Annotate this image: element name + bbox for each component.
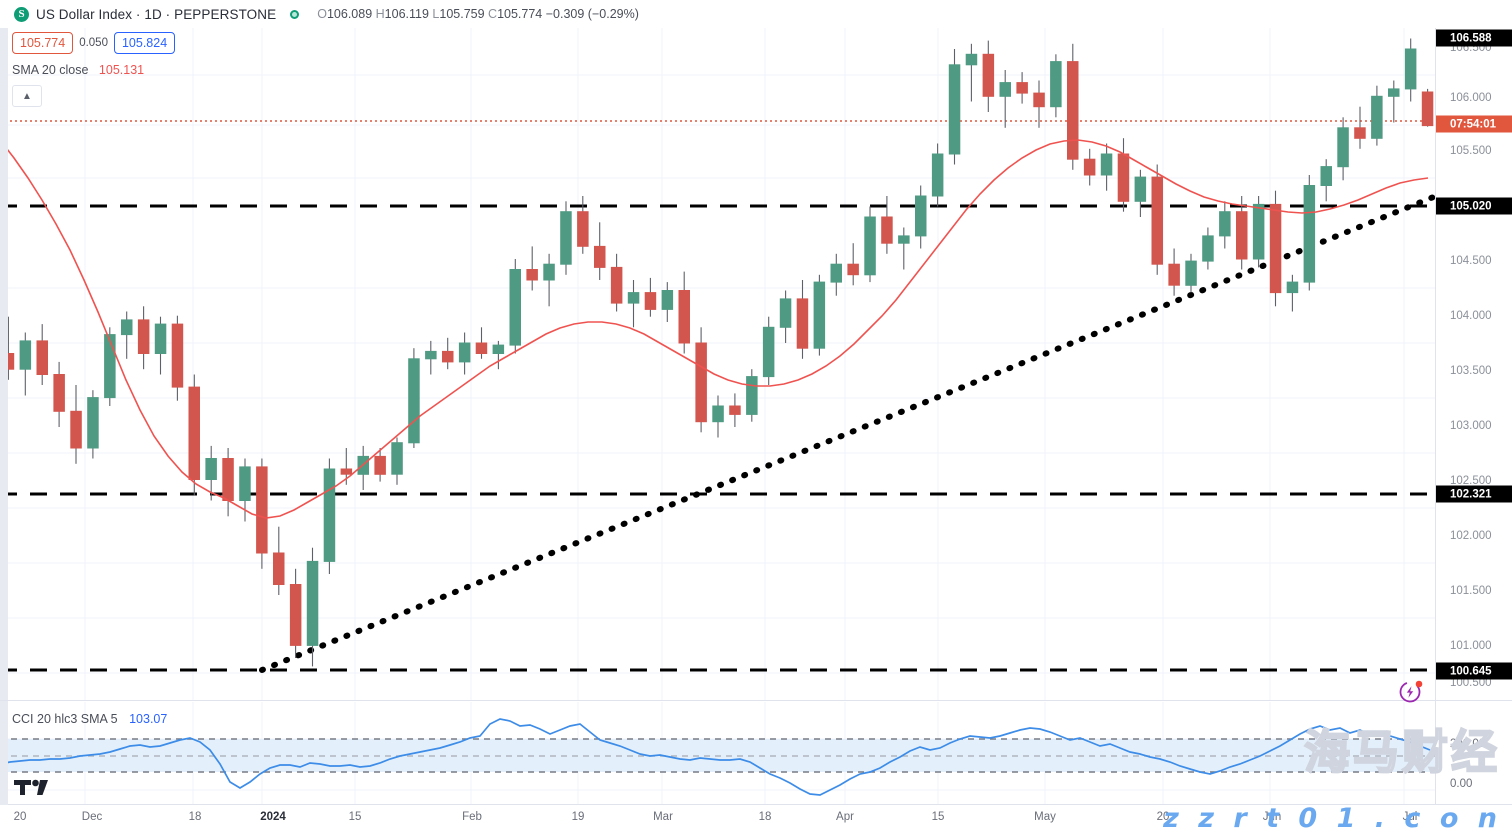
- price-tick: 101.000: [1450, 640, 1492, 652]
- grid-lines: [0, 28, 1436, 700]
- price-tick: 106.000: [1450, 92, 1492, 104]
- price-tick: 105.500: [1450, 145, 1492, 157]
- price-level-badge[interactable]: 100.645: [1436, 662, 1512, 680]
- time-tick: 20: [1156, 811, 1170, 823]
- price-tick: 103.500: [1450, 365, 1492, 377]
- ohlc-open-value: 106.089: [326, 7, 373, 21]
- ohlc-low-value: 105.759: [439, 7, 485, 21]
- time-axis[interactable]: 20 Dec 18 2024 15 Feb 19 Mar 18 Apr 15 M…: [0, 804, 1512, 834]
- cci-legend-value: 103.07: [129, 712, 168, 726]
- time-tick: 15: [348, 811, 362, 823]
- sma-legend-label: SMA 20 close: [12, 63, 89, 77]
- price-tick: 101.500: [1450, 585, 1492, 597]
- cci-legend[interactable]: CCI 20 hlc3 SMA 5 103.07: [12, 712, 167, 726]
- price-high-box[interactable]: 105.824: [113, 32, 176, 54]
- time-tick: 2024: [260, 811, 286, 823]
- time-tick: Feb: [462, 811, 482, 823]
- price-tick: 104.000: [1450, 310, 1492, 322]
- sma-legend[interactable]: SMA 20 close 105.131: [12, 63, 175, 77]
- tradingview-logo[interactable]: [14, 776, 56, 798]
- price-level-badge[interactable]: 105.020: [1436, 197, 1512, 215]
- cci-tick: 0.00: [1450, 778, 1473, 790]
- price-chart-svg: [0, 28, 1436, 700]
- trendline: [259, 193, 1436, 673]
- ohlc-change: −0.309 (−0.29%): [545, 7, 639, 21]
- time-tick: Apr: [836, 811, 854, 823]
- price-tick: 102.500: [1450, 475, 1492, 487]
- collapse-legend-button[interactable]: ▲: [12, 85, 42, 107]
- chart-header: S US Dollar Index · 1D · PEPPERSTONE O10…: [0, 0, 1512, 28]
- price-spread: 0.050: [79, 37, 108, 49]
- countdown-badge[interactable]: 07:54:01: [1436, 115, 1512, 133]
- lightning-alert-icon[interactable]: [1398, 678, 1424, 704]
- support-resistance-lines: [0, 204, 1436, 672]
- cci-legend-label: CCI 20 hlc3 SMA 5: [12, 712, 118, 726]
- time-tick: 18: [188, 811, 202, 823]
- cci-level-lines: [0, 738, 1436, 773]
- ohlc-close-key: C: [488, 7, 498, 21]
- ohlc-close-value: 105.774: [497, 7, 543, 21]
- price-axis[interactable]: 106.500 106.000 105.500 104.500 104.000 …: [1435, 28, 1512, 824]
- price-level-badge[interactable]: 106.588: [1436, 29, 1512, 47]
- time-tick: 15: [931, 811, 945, 823]
- cci-line: [0, 718, 1431, 796]
- price-low-box[interactable]: 105.774: [12, 32, 74, 54]
- candlestick-series: [2, 38, 1434, 667]
- chevron-up-icon: ▲: [22, 90, 32, 102]
- price-legend: 105.774 0.050 105.824 SMA 20 close 105.1…: [12, 32, 176, 107]
- ohlc-low-key: L: [432, 7, 440, 21]
- price-level-badge[interactable]: 102.321: [1436, 485, 1512, 503]
- ohlc-high-value: 106.119: [384, 7, 429, 21]
- market-open-dot-icon: [290, 9, 300, 19]
- cci-pane[interactable]: [0, 702, 1436, 805]
- symbol-source-icon: S: [14, 6, 29, 22]
- time-tick: Jun: [1262, 811, 1282, 823]
- ohlc-readout: O106.089 H106.119 L105.759 C105.774 −0.3…: [317, 7, 639, 21]
- price-tick: 103.000: [1450, 420, 1492, 432]
- time-tick: 20: [13, 811, 27, 823]
- price-tick: 102.000: [1450, 530, 1492, 542]
- ohlc-open-key: O: [317, 7, 327, 21]
- time-tick: Jul: [1402, 811, 1418, 823]
- time-tick: 18: [758, 811, 772, 823]
- cci-tick: 200.00: [1450, 738, 1486, 750]
- pane-separator[interactable]: [0, 700, 1512, 701]
- price-tick: 100.500: [1450, 677, 1492, 689]
- price-pane[interactable]: [0, 28, 1436, 700]
- time-tick: Mar: [653, 811, 673, 823]
- sma-20-line: [0, 139, 1429, 519]
- time-tick: 19: [571, 811, 585, 823]
- ohlc-high-key: H: [375, 7, 385, 21]
- symbol-title[interactable]: US Dollar Index · 1D · PEPPERSTONE: [36, 6, 277, 22]
- cci-chart-svg: [0, 702, 1436, 805]
- sma-legend-value: 105.131: [98, 63, 145, 77]
- time-tick: May: [1034, 811, 1056, 823]
- price-tick: 104.500: [1450, 255, 1492, 267]
- left-edge-gutter: [0, 28, 8, 805]
- time-tick: Dec: [81, 811, 103, 823]
